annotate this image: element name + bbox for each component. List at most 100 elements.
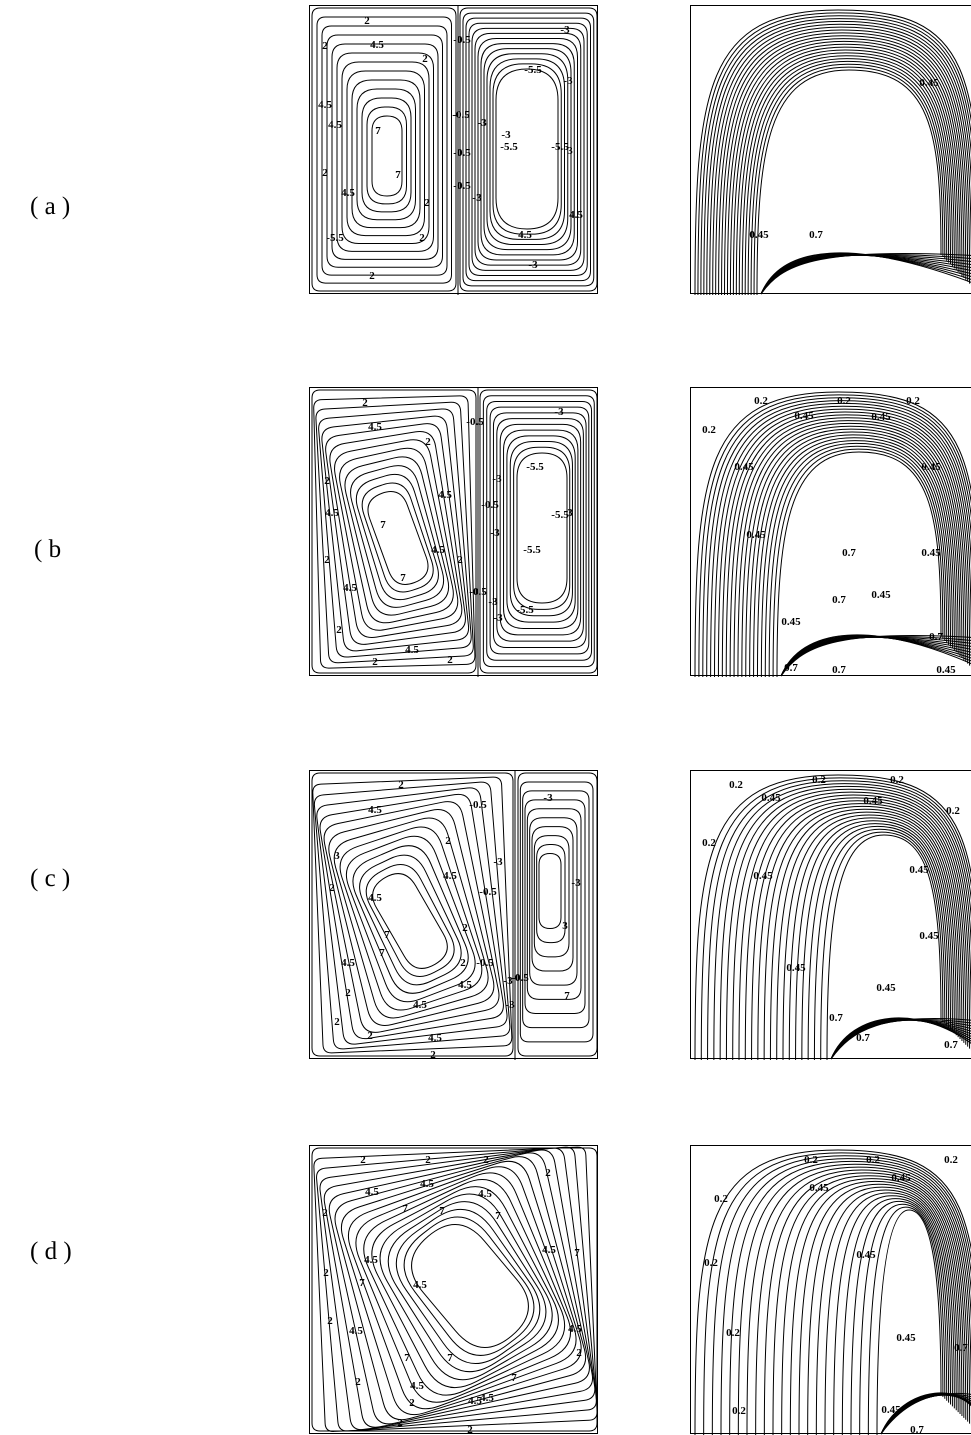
contour-label: 4.5: [405, 644, 419, 656]
contour-label: -0.5: [453, 34, 471, 46]
streamline-panel-c: 2 -0.5 -3 4.5 2 -3 4.5 2 -0.5 -3 3 2 4.5 7 7 4.5 2 -0.5 -3…: [309, 770, 598, 1060]
contour-label: 2: [364, 15, 370, 27]
contour-label: 4.5: [413, 1279, 427, 1291]
temperature-panel-d: 0.2 0.2 0.2 0.2 0.45 0.45 0.2 0.45 0.2 0.45 0.2 0.4…: [690, 1145, 971, 1435]
contour-label: -0.5: [481, 499, 499, 511]
row-label-a: ( a ): [30, 193, 71, 220]
contour-label: 2: [322, 167, 328, 179]
contour-label: 4.5: [568, 1323, 582, 1335]
isotherm-label: 0.45: [881, 1404, 901, 1416]
contour-label: -5.5: [326, 232, 344, 244]
contour-label: 4.5: [318, 99, 332, 111]
isotherm-label: 0.45: [919, 77, 939, 89]
temperature-panel-a: 0.45 0.45 0.7: [690, 5, 971, 295]
isotherm-label: 0.2: [812, 774, 826, 786]
contour-label: 2: [422, 53, 428, 65]
contour-label: 2: [462, 922, 468, 934]
contour-label: 4.5: [478, 1188, 492, 1200]
isotherm-label: 0.7: [944, 1039, 958, 1051]
contour-label: -5.5: [551, 141, 569, 153]
temperature-labels-a: 0.45 0.45 0.7: [749, 77, 939, 241]
isotherm-label: 0.2: [837, 395, 851, 407]
streamline-panel-a: 2 -0.5 -3 4.5 2 -5.5 -3 4.5 -0.5 -3 2 4.5 7 -3 -0.5 -5.…: [309, 5, 598, 295]
contour-label: -3: [571, 877, 581, 889]
contour-label: 3: [334, 850, 340, 862]
isotherm-label: 0.45: [871, 589, 891, 601]
contour-label: -5.5: [500, 141, 518, 153]
isotherm-label: 0.7: [809, 229, 823, 241]
isotherm-label: 0.2: [704, 1257, 718, 1269]
isotherms-a: [694, 9, 971, 295]
streamline-panel-b: 2 -0.5 -3 4.5 2 -5.5 -3 4.5 -0.5 -3 2 4.5 7 -5.5 -5.5 3…: [309, 387, 598, 677]
isotherm-label: 0.7: [842, 547, 856, 559]
contour-label: 2: [460, 957, 466, 969]
streamline-labels-b: 2-0.5-34.52-5.5-34.5-0.5-324.57-5.5-5.53…: [324, 397, 573, 668]
contour-label: 7: [400, 572, 406, 584]
isotherm-label: 0.7: [832, 664, 846, 676]
contour-label: 4.5: [480, 1392, 494, 1404]
isotherm-label: 0.45: [734, 461, 754, 473]
contour-label: -0.5: [469, 799, 487, 811]
contour-label: -3: [503, 975, 513, 987]
contour-label: 2: [322, 40, 328, 52]
contour-label: 4.5: [428, 1032, 442, 1044]
isotherm-label: 0.45: [871, 411, 891, 423]
contour-label: -0.5: [511, 972, 529, 984]
temperature-panel-c: 0.2 0.2 0.2 0.45 0.45 0.2 0.2 0.45 0.45 0.45 0.45 0…: [690, 770, 971, 1060]
contour-label: 4.5: [343, 582, 357, 594]
contour-label: 4.5: [518, 229, 532, 241]
temperature-panel-b: 0.2 0.2 0.2 0.45 0.45 0.2 0.45 0.45 0.45 0.45 0.7 0…: [690, 387, 971, 677]
contour-label: 2: [329, 882, 335, 894]
streamline-plot-b: 2-0.5-34.52-5.5-34.5-0.5-324.57-5.5-5.53…: [311, 388, 598, 677]
contour-label: 3: [567, 507, 573, 519]
contour-label: 2: [324, 554, 330, 566]
temperature-plot-d: 0.2 0.2 0.2 0.2 0.45 0.45 0.2 0.45 0.2 0.45 0.2 0.4…: [694, 1149, 971, 1435]
contour-label: -3: [490, 527, 500, 539]
contour-label: -5.5: [551, 509, 569, 521]
isotherm-label: 0.2: [726, 1327, 740, 1339]
isotherm-label: 0.45: [891, 1172, 911, 1184]
temperature-labels-d: 0.2 0.2 0.2 0.2 0.45 0.45 0.2 0.45 0.2 0.45 0.2 0.4…: [704, 1154, 968, 1435]
streamline-cells-a: [311, 6, 598, 295]
isotherm-label: 0.45: [863, 795, 883, 807]
contour-label: 4.5: [368, 892, 382, 904]
contour-label: 2: [334, 1016, 340, 1028]
row-label-d: ( d ): [30, 1238, 72, 1265]
contour-label: 4.5: [365, 1186, 379, 1198]
contour-label: -3: [528, 259, 538, 271]
contour-label: 7: [359, 1277, 365, 1289]
contour-label: 4.5: [368, 421, 382, 433]
contour-label: 7: [384, 929, 390, 941]
contour-label: 4.5: [341, 957, 355, 969]
contour-label: 7: [439, 1205, 445, 1217]
contour-label: -3: [492, 473, 502, 485]
contour-label: 2: [430, 1049, 436, 1060]
contour-label: 7: [495, 1210, 501, 1222]
isotherm-label: 0.45: [936, 664, 956, 676]
contour-label: -0.5: [469, 586, 487, 598]
isotherm-label: 0.7: [832, 594, 846, 606]
contour-label: 4.5: [431, 544, 445, 556]
contour-label: 2: [367, 1030, 373, 1042]
contour-label: 7: [564, 990, 570, 1002]
contour-label: -0.5: [453, 147, 471, 159]
contour-label: -3: [543, 792, 553, 804]
contour-label: 2: [322, 1207, 328, 1219]
contour-label: -3: [472, 192, 482, 204]
isotherm-label: 0.45: [786, 962, 806, 974]
isotherms-c: [694, 774, 971, 1060]
contour-label: 2: [369, 270, 375, 282]
contour-label: -0.5: [479, 886, 497, 898]
contour-label: 4.5: [569, 209, 583, 221]
isotherm-label: 0.7: [856, 1032, 870, 1044]
contour-label: 7: [402, 1203, 408, 1215]
isotherm-label: 0.2: [732, 1405, 746, 1417]
contour-label: 7: [395, 169, 401, 181]
isotherm-label: 0.45: [856, 1249, 876, 1261]
contour-label: -3: [477, 117, 487, 129]
contour-label: -5.5: [524, 64, 542, 76]
isotherm-label: 0.2: [906, 395, 920, 407]
contour-label: 2: [324, 475, 330, 487]
